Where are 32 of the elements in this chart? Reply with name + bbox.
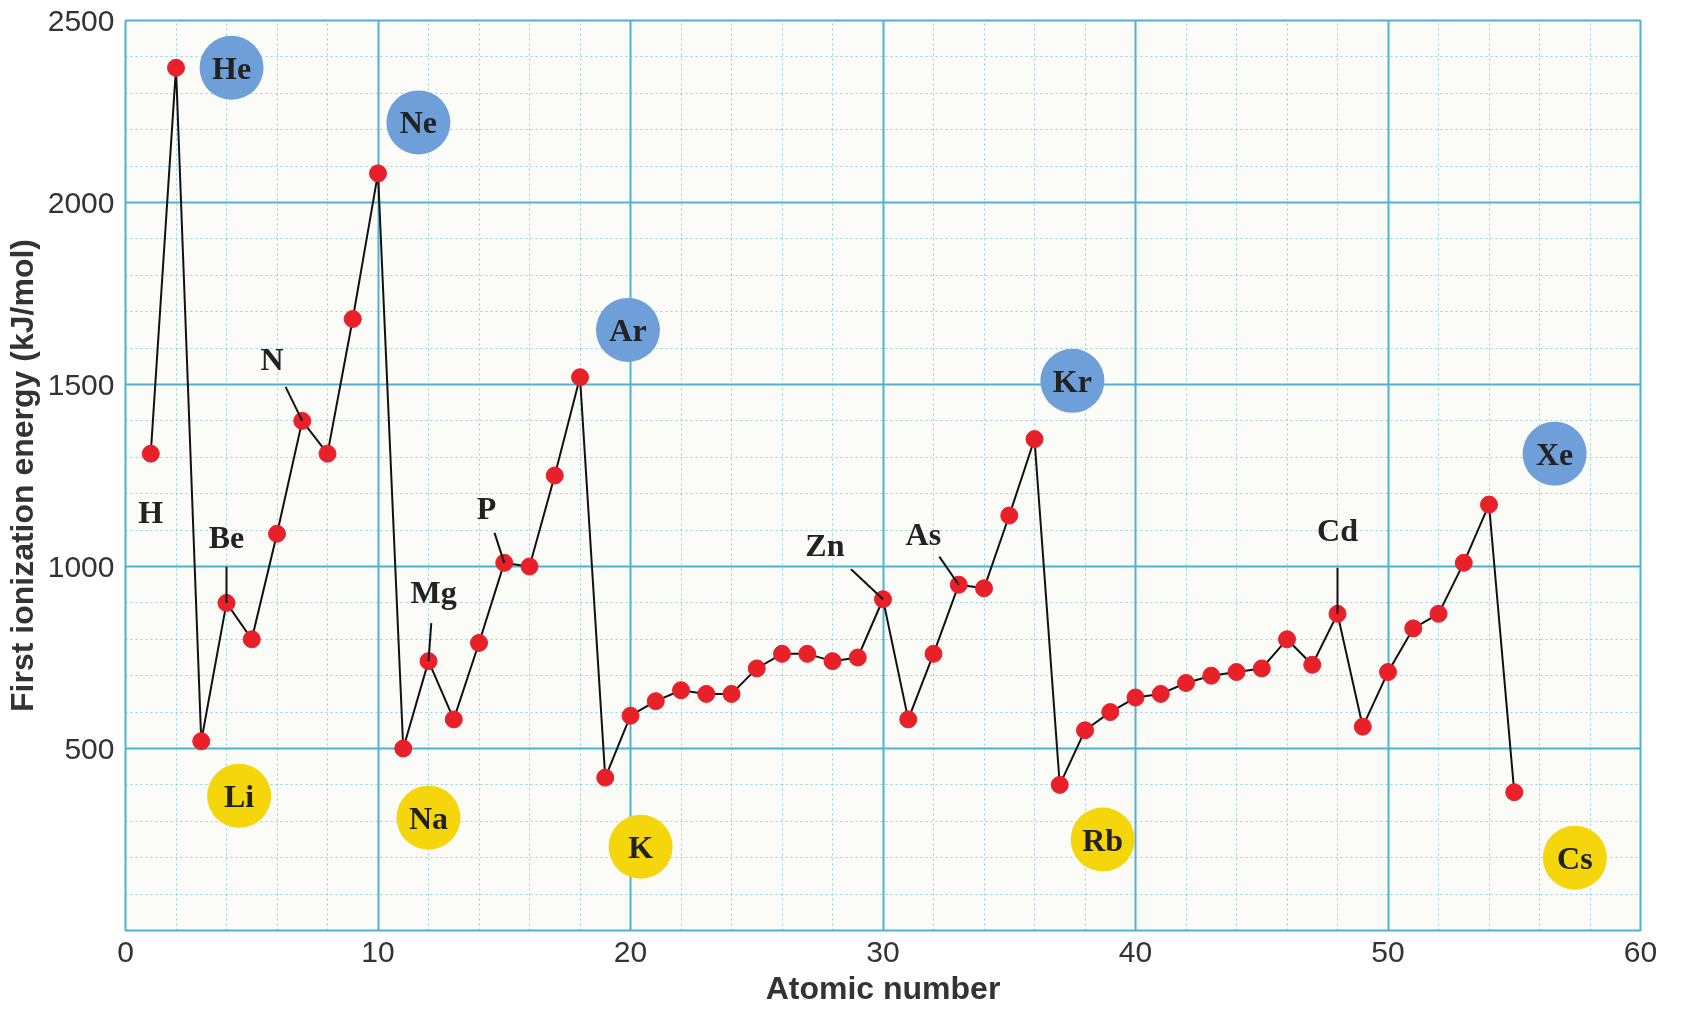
annotation: Li bbox=[224, 777, 255, 814]
annotation: Kr bbox=[1052, 362, 1092, 399]
annotation: Be bbox=[208, 519, 245, 556]
annotation: N bbox=[260, 341, 284, 378]
x-tick-label: 50 bbox=[1371, 934, 1405, 968]
annotation: Cd bbox=[1317, 512, 1359, 549]
x-tick-label: 60 bbox=[1623, 934, 1658, 968]
annotation: Na bbox=[408, 799, 449, 836]
x-tick-label: 30 bbox=[866, 934, 900, 968]
annotation: K bbox=[628, 828, 654, 865]
annotation: P bbox=[476, 490, 497, 527]
annotation: Zn bbox=[805, 526, 845, 563]
annotation: Xe bbox=[1535, 435, 1574, 472]
y-tick-label: 2000 bbox=[47, 185, 115, 219]
y-tick-label: 2500 bbox=[47, 3, 115, 37]
annotation: Rb bbox=[1082, 821, 1124, 858]
y-tick-label: 1000 bbox=[47, 549, 115, 583]
x-tick-label: 0 bbox=[117, 934, 134, 968]
y-tick-label: 500 bbox=[64, 731, 115, 765]
x-tick-label: 40 bbox=[1118, 934, 1153, 968]
annotation: Mg bbox=[410, 573, 457, 610]
annotation: Ar bbox=[609, 311, 647, 348]
x-tick-label: 20 bbox=[613, 934, 648, 968]
annotation: Ne bbox=[399, 104, 438, 141]
x-tick-label: 10 bbox=[361, 934, 395, 968]
y-axis-title: First ionization energy (kJ/mol) bbox=[3, 239, 40, 712]
annotation: H bbox=[138, 493, 164, 530]
annotation: Cs bbox=[1557, 839, 1593, 876]
annotation: As bbox=[905, 515, 942, 552]
y-tick-label: 1500 bbox=[47, 367, 115, 401]
annotation: He bbox=[212, 49, 252, 86]
x-axis-title: Atomic number bbox=[765, 969, 1001, 1006]
